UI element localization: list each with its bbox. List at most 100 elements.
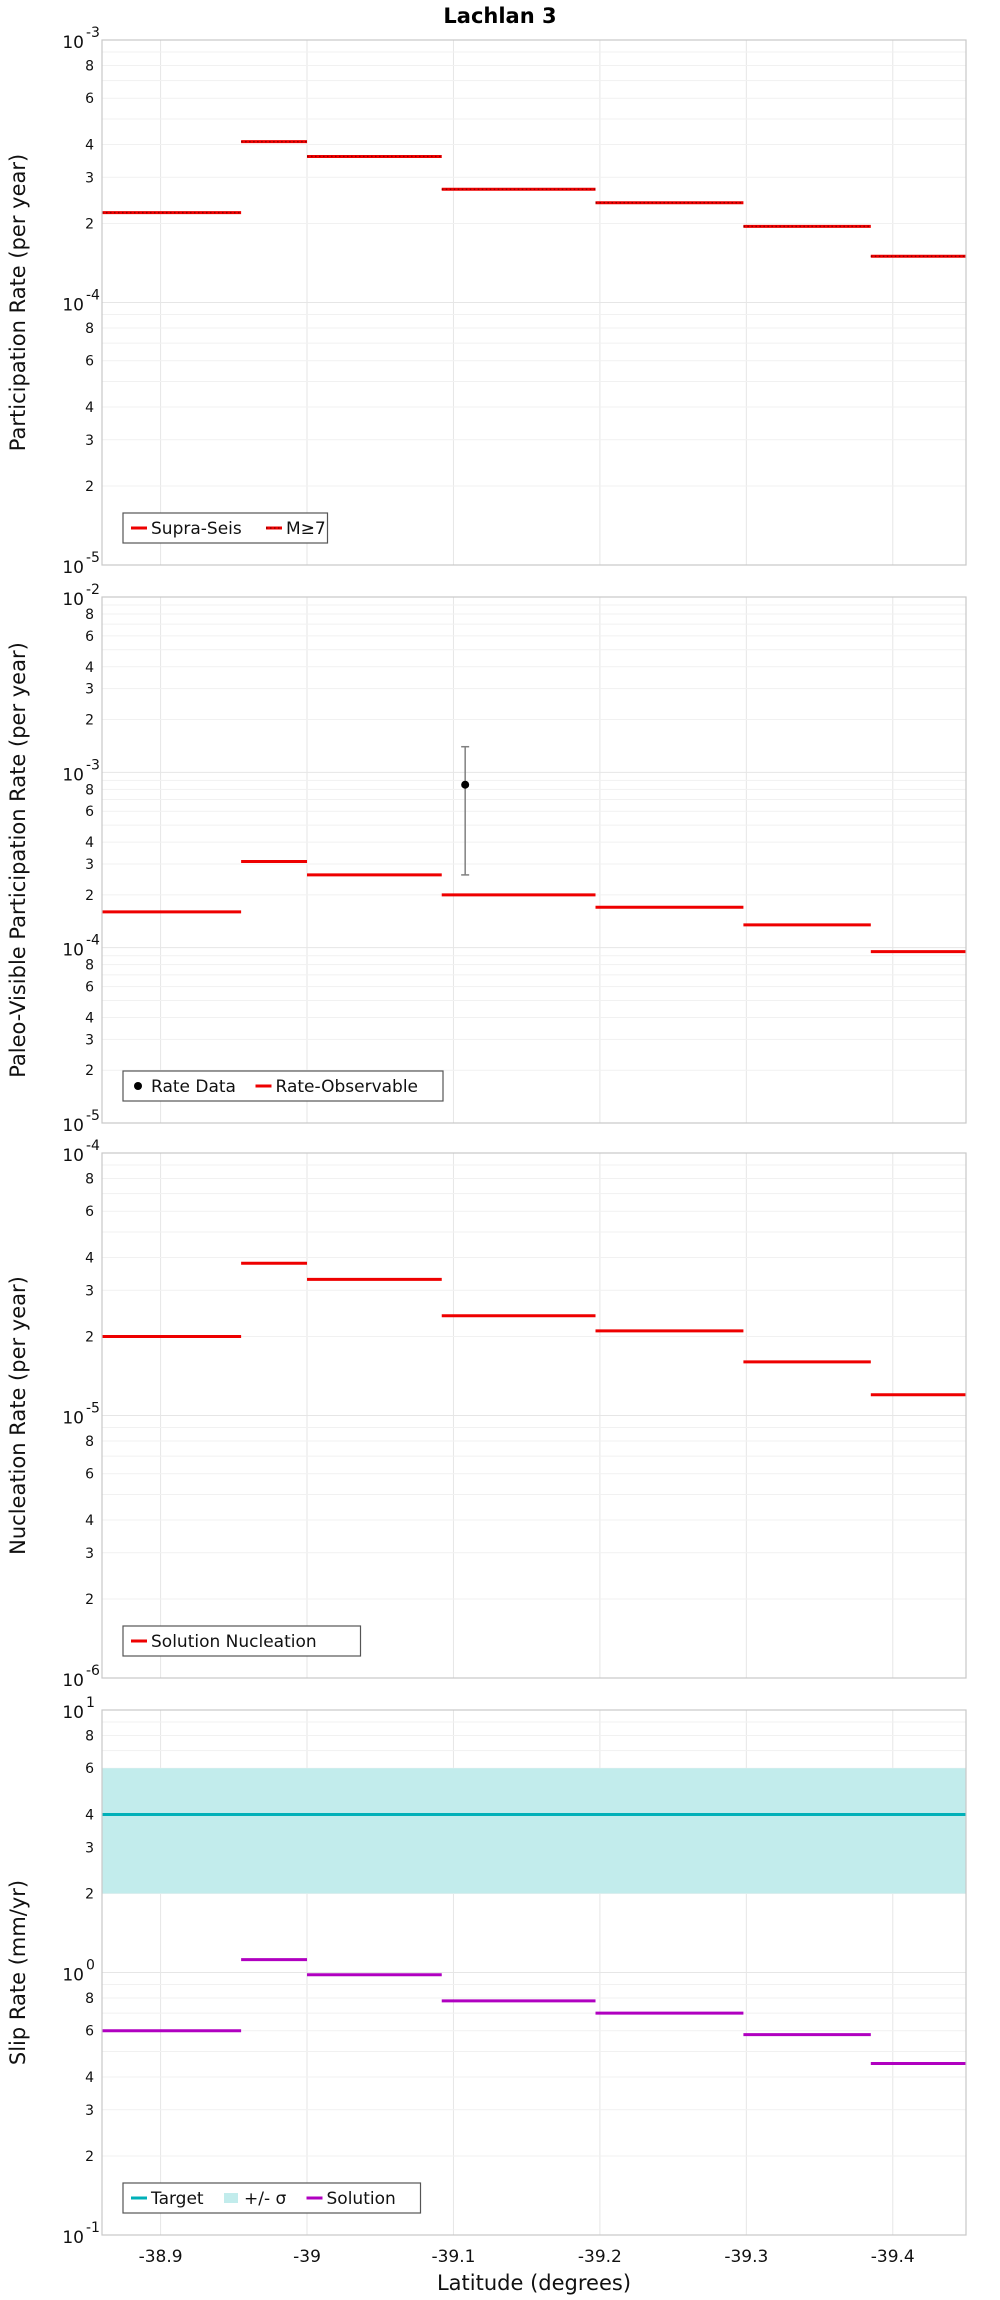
- legend: Rate Data Rate-Observable: [122, 1070, 444, 1102]
- x-tick-label: -39: [293, 2247, 321, 2267]
- y-tick-exponent: -4: [86, 1138, 100, 1154]
- sigma-band: [102, 1768, 966, 1894]
- y-minor-tick-label: 3: [85, 433, 94, 449]
- figure-title: Lachlan 3: [443, 4, 556, 28]
- y-tick-exponent: -5: [86, 1108, 100, 1124]
- y-axis-title: Slip Rate (mm/yr): [6, 1880, 30, 2065]
- y-minor-tick-label: 2: [85, 216, 94, 232]
- y-tick-exponent: -3: [86, 757, 100, 773]
- y-minor-tick-label: 4: [85, 400, 94, 416]
- y-minor-tick-label: 8: [85, 58, 94, 74]
- y-minor-tick-label: 8: [85, 958, 94, 974]
- y-minor-tick-label: 4: [85, 1807, 94, 1823]
- y-minor-tick-label: 6: [85, 804, 94, 820]
- y-minor-tick-label: 6: [85, 1761, 94, 1777]
- plot-frame: [101, 1152, 967, 1679]
- y-tick-label: 10: [62, 941, 84, 961]
- y-minor-tick-label: 3: [85, 1283, 94, 1299]
- x-tick-label: -39.1: [431, 2247, 475, 2267]
- legend-marker: [134, 1082, 142, 1090]
- plot-frame: [101, 596, 967, 1124]
- y-minor-tick-label: 8: [85, 782, 94, 798]
- x-tick-label: -39.3: [724, 2247, 768, 2267]
- legend-box: [122, 1625, 362, 1657]
- y-minor-tick-label: 8: [85, 1434, 94, 1450]
- y-axis-title: Paleo-Visible Participation Rate (per ye…: [6, 642, 30, 1078]
- y-tick-exponent: -1: [86, 2220, 100, 2236]
- y-minor-tick-label: 3: [85, 1546, 94, 1562]
- y-minor-tick-label: 3: [85, 1840, 94, 1856]
- y-tick-exponent: -2: [86, 582, 100, 598]
- y-tick-exponent: 0: [86, 1958, 95, 1974]
- y-minor-tick-label: 2: [85, 1886, 94, 1902]
- x-axis-title: Latitude (degrees): [437, 2271, 631, 2295]
- plot-frame: [101, 1709, 967, 2236]
- y-minor-tick-label: 8: [85, 1991, 94, 2007]
- legend-label: Rate Data: [151, 1077, 236, 1097]
- legend-label: Solution Nucleation: [151, 1632, 317, 1652]
- y-minor-tick-label: 6: [85, 2024, 94, 2040]
- y-tick-label: 10: [62, 1671, 84, 1691]
- y-minor-tick-label: 2: [85, 1592, 94, 1608]
- y-minor-tick-label: 2: [85, 479, 94, 495]
- y-minor-tick-label: 3: [85, 170, 94, 186]
- y-tick-label: 10: [62, 33, 84, 53]
- y-tick-label: 10: [62, 765, 84, 785]
- y-minor-tick-label: 2: [85, 713, 94, 729]
- y-minor-tick-label: 2: [85, 888, 94, 904]
- y-minor-tick-label: 8: [85, 607, 94, 623]
- legend-box: [122, 1070, 444, 1102]
- legend-label: Target: [150, 2189, 204, 2209]
- y-tick-label: 10: [62, 558, 84, 578]
- y-minor-tick-label: 8: [85, 321, 94, 337]
- y-tick-label: 10: [62, 1409, 84, 1429]
- y-minor-tick-label: 4: [85, 835, 94, 851]
- legend: Solution Nucleation: [122, 1625, 362, 1657]
- y-minor-tick-label: 8: [85, 1171, 94, 1187]
- y-minor-tick-label: 2: [85, 1329, 94, 1345]
- legend-label: M≥7: [286, 519, 326, 539]
- y-tick-label: 10: [62, 1703, 84, 1723]
- y-tick-exponent: -3: [86, 25, 100, 41]
- plot-area: [102, 597, 966, 1123]
- y-tick-exponent: 1: [86, 1695, 95, 1711]
- y-axis-title: Participation Rate (per year): [6, 154, 30, 451]
- y-minor-tick-label: 4: [85, 137, 94, 153]
- rate-data-point: [461, 780, 470, 789]
- legend-box: [122, 512, 329, 544]
- y-minor-tick-label: 4: [85, 660, 94, 676]
- y-minor-tick-label: 6: [85, 1204, 94, 1220]
- y-tick-label: 10: [62, 2228, 84, 2248]
- y-tick-label: 10: [62, 1966, 84, 1986]
- legend: Supra-Seis M≥7: [122, 512, 329, 544]
- y-tick-exponent: -4: [86, 933, 100, 949]
- y-minor-tick-label: 4: [85, 1010, 94, 1026]
- legend-label: +/- σ: [244, 2189, 287, 2209]
- y-minor-tick-label: 3: [85, 857, 94, 873]
- y-tick-exponent: -6: [86, 1663, 100, 1679]
- legend-label: Solution: [327, 2189, 396, 2209]
- y-minor-tick-label: 3: [85, 682, 94, 698]
- legend-box: [122, 2182, 422, 2214]
- y-minor-tick-label: 6: [85, 980, 94, 996]
- y-minor-tick-label: 3: [85, 2103, 94, 2119]
- y-minor-tick-label: 8: [85, 1728, 94, 1744]
- y-minor-tick-label: 6: [85, 91, 94, 107]
- y-tick-label: 10: [62, 590, 84, 610]
- y-tick-exponent: -4: [86, 288, 100, 304]
- x-tick-label: -39.2: [578, 2247, 622, 2267]
- y-minor-tick-label: 4: [85, 1513, 94, 1529]
- legend-marker: [224, 2193, 238, 2203]
- y-minor-tick-label: 2: [85, 2149, 94, 2165]
- y-minor-tick-label: 2: [85, 1063, 94, 1079]
- y-minor-tick-label: 6: [85, 354, 94, 370]
- y-tick-label: 10: [62, 296, 84, 316]
- y-minor-tick-label: 4: [85, 2070, 94, 2086]
- y-axis-title: Nucleation Rate (per year): [6, 1276, 30, 1555]
